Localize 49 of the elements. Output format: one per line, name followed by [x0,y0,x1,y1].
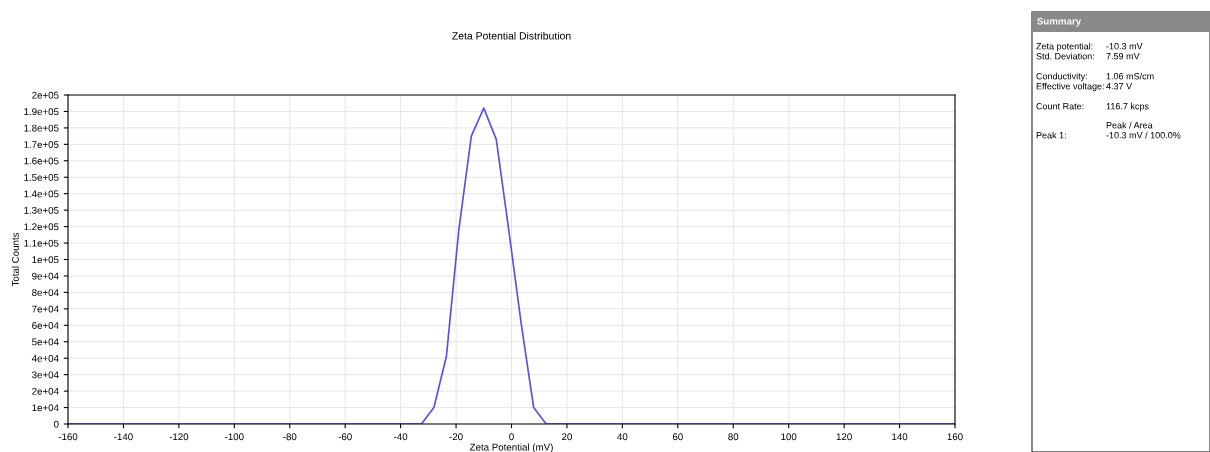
x-tick-label: 80 [728,433,739,441]
x-tick-label: 140 [892,433,908,441]
y-tick-label: 4e+04 [31,354,59,362]
text: Summary [1037,17,1082,27]
y-tick-label: 1.7e+05 [24,141,59,148]
chart-title: Zeta Potential Distribution [452,31,571,40]
text: Peak 1: -10.3 mV / 100.0% [1036,131,1181,139]
x-tick-label: -20 [449,433,463,441]
x-tick-label: -160 [58,433,78,441]
y-tick-label: 1e+05 [32,256,59,264]
x-tick-label: 60 [672,433,683,441]
text: Zeta potential: -10.3 mV [1036,42,1143,52]
x-tick-label: 120 [836,433,852,441]
x-axis-title: Zeta Potential (mV) [469,443,553,452]
y-tick-label: 3e+04 [32,371,59,379]
y-tick-label: 1e+04 [32,404,59,412]
y-tick-label: 2e+05 [32,91,59,99]
text: Effective voltage: 4.37 V [1036,82,1133,92]
y-tick-label: 7e+04 [32,305,59,313]
x-tick-label: -120 [169,433,189,441]
y-tick-label: 2e+04 [32,387,59,395]
x-tick-label: -60 [338,433,352,441]
x-tick-label: -80 [283,433,297,441]
text: Count Rate: 116.7 kcps [1036,102,1149,112]
y-tick-label: 1.5e+05 [24,173,59,181]
y-tick-label: 0 [53,420,59,428]
x-tick-label: 40 [617,433,628,441]
y-tick-label: 1.6e+05 [24,157,59,165]
text: Peak / Area [1106,121,1153,129]
x-tick-label: -140 [114,433,133,441]
y-tick-label: 1.9e+05 [24,108,59,116]
y-axis-title: Total Counts [11,232,19,287]
y-tick-label: 5e+04 [32,338,59,346]
x-tick-label: 20 [562,433,572,441]
y-tick-label: 8e+04 [32,289,59,297]
y-tick-label: 9e+04 [32,272,59,280]
y-tick-label: 6e+04 [32,322,59,329]
x-tick-label: 100 [781,433,797,441]
y-tick-label: 1.1e+05 [24,239,59,247]
y-tick-label: 1.4e+05 [24,190,59,198]
text: Std. Deviation: 7.59 mV [1036,52,1140,60]
y-tick-label: 1.8e+05 [24,124,59,132]
x-tick-label: 160 [947,433,963,441]
y-tick-label: 1.2e+05 [24,223,59,231]
x-tick-label: 0 [509,433,514,441]
x-tick-label: -40 [394,433,408,441]
text: Conductivity: 1.06 mS/cm [1036,72,1154,82]
y-tick-label: 1.3e+05 [24,206,59,214]
x-tick-label: -100 [225,433,244,441]
